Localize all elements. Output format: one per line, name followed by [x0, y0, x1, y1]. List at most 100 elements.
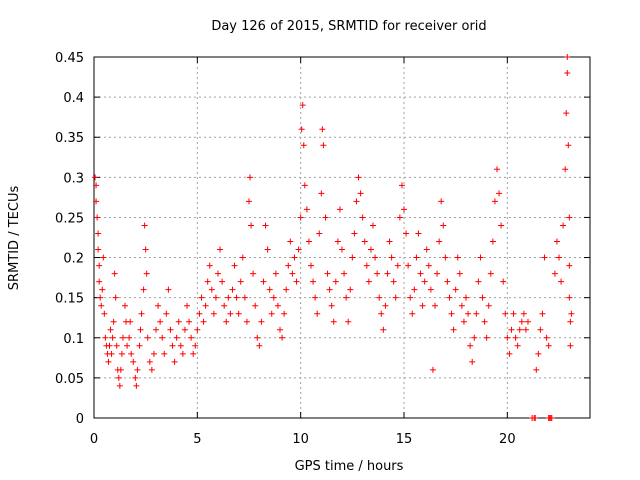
- data-point: [217, 246, 224, 253]
- data-point: [143, 270, 150, 277]
- data-point: [196, 310, 203, 317]
- data-point: [96, 262, 103, 269]
- y-tick-label: 0.25: [55, 211, 84, 226]
- data-point: [252, 302, 259, 309]
- data-point: [533, 366, 540, 373]
- data-point: [516, 326, 523, 333]
- data-point: [100, 254, 107, 261]
- data-point: [539, 310, 546, 317]
- data-point: [432, 302, 438, 309]
- data-point: [458, 302, 465, 309]
- data-point: [237, 278, 244, 285]
- data-point: [270, 294, 277, 301]
- data-point: [496, 190, 503, 197]
- data-point: [471, 334, 478, 341]
- data-point: [332, 278, 339, 285]
- data-point: [454, 254, 461, 261]
- data-point: [446, 294, 453, 301]
- data-point: [465, 310, 472, 317]
- data-point: [297, 214, 304, 221]
- data-point: [562, 166, 569, 173]
- data-point: [522, 326, 529, 333]
- data-point: [316, 230, 323, 237]
- data-point: [246, 198, 252, 205]
- data-point: [124, 342, 131, 349]
- data-point: [190, 350, 197, 357]
- data-point: [202, 302, 209, 309]
- data-point: [266, 286, 273, 293]
- data-point: [322, 214, 329, 221]
- data-point: [146, 358, 153, 365]
- data-point: [450, 326, 457, 333]
- data-point: [137, 326, 144, 333]
- data-point: [177, 342, 184, 349]
- data-point: [328, 302, 335, 309]
- data-point: [106, 342, 113, 349]
- data-point: [438, 198, 445, 205]
- data-point: [398, 182, 405, 189]
- data-point: [227, 310, 234, 317]
- data-point: [520, 310, 527, 317]
- data-point: [208, 286, 215, 293]
- data-point: [112, 294, 119, 301]
- data-point: [93, 182, 100, 189]
- data-point: [298, 126, 305, 133]
- data-point: [299, 102, 306, 109]
- data-point: [141, 222, 148, 229]
- data-point: [494, 166, 500, 173]
- data-point: [427, 286, 434, 293]
- data-point: [184, 302, 190, 309]
- data-point: [136, 342, 143, 349]
- data-point: [109, 334, 116, 341]
- data-point: [153, 326, 159, 333]
- data-point: [421, 278, 428, 285]
- data-point: [108, 350, 115, 357]
- data-point: [167, 326, 174, 333]
- data-point: [363, 262, 370, 269]
- data-point: [188, 334, 195, 341]
- data-point: [113, 342, 120, 349]
- data-point: [423, 246, 430, 253]
- data-point: [330, 318, 337, 325]
- y-axis-title: SRMTID / TECUs: [7, 186, 22, 291]
- data-point: [567, 318, 574, 325]
- data-point: [525, 318, 531, 325]
- data-point: [260, 278, 267, 285]
- data-point: [359, 214, 366, 221]
- data-point: [254, 334, 261, 341]
- data-point: [545, 342, 552, 349]
- data-point: [504, 334, 511, 341]
- data-point: [485, 302, 492, 309]
- data-point: [132, 374, 139, 381]
- data-point: [367, 246, 374, 253]
- data-point: [473, 310, 480, 317]
- data-point: [336, 206, 343, 213]
- x-tick-label: 10: [292, 432, 309, 447]
- data-point: [256, 342, 263, 349]
- data-point: [98, 302, 105, 309]
- data-point: [436, 238, 443, 245]
- data-point: [548, 415, 555, 421]
- data-point: [272, 270, 279, 277]
- data-point: [148, 366, 155, 373]
- data-point: [281, 310, 288, 317]
- data-point: [171, 358, 178, 365]
- data-point: [181, 326, 188, 333]
- data-point: [239, 254, 246, 261]
- data-point: [353, 198, 360, 205]
- data-point: [347, 286, 354, 293]
- data-point: [452, 286, 459, 293]
- data-point: [241, 294, 248, 301]
- data-point: [235, 310, 242, 317]
- data-point: [99, 286, 106, 293]
- data-point: [370, 222, 376, 229]
- data-point: [127, 318, 134, 325]
- data-point: [300, 142, 307, 149]
- data-point: [107, 326, 114, 333]
- data-point: [372, 254, 379, 261]
- x-tick-label: 20: [499, 432, 516, 447]
- data-point: [380, 326, 387, 333]
- data-point: [231, 262, 238, 269]
- data-point: [415, 230, 422, 237]
- data-point: [403, 230, 410, 237]
